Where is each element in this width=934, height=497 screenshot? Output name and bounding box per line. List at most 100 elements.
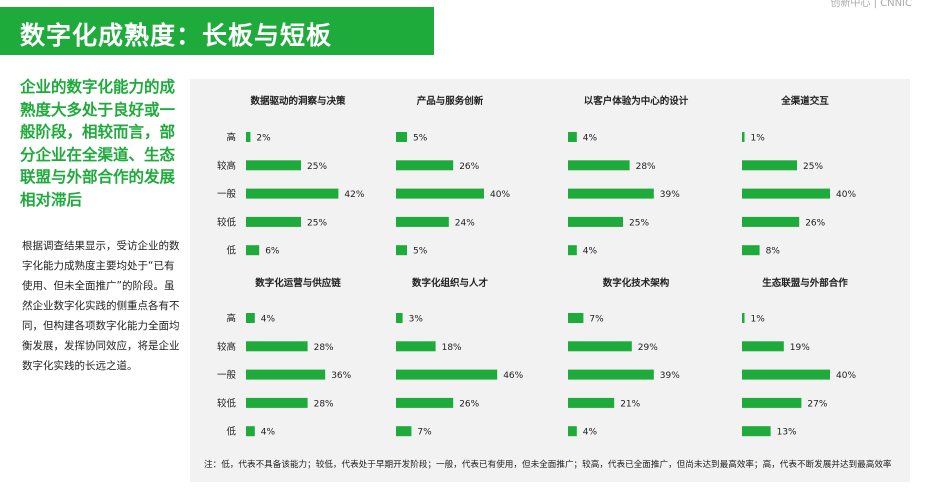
bar — [742, 341, 784, 352]
bar — [742, 426, 771, 437]
value-label: 25% — [629, 218, 649, 228]
value-label: 27% — [807, 399, 827, 409]
bar — [246, 160, 301, 171]
bar — [742, 369, 830, 380]
category-label: 较低 — [217, 216, 237, 228]
category-label: 高 — [226, 132, 236, 144]
value-label: 13% — [777, 428, 797, 438]
bar — [568, 132, 577, 142]
category-label: 较低 — [217, 397, 237, 409]
chart-title: 产品与服务创新 — [417, 95, 484, 107]
bar — [396, 216, 449, 227]
value-label: 26% — [459, 162, 479, 172]
bar — [396, 397, 454, 408]
value-label: 40% — [836, 190, 856, 200]
bar — [396, 245, 407, 256]
bar — [742, 216, 800, 227]
category-label: 一般 — [217, 369, 237, 381]
bar — [568, 369, 654, 380]
bar — [742, 313, 745, 323]
bar — [246, 216, 301, 227]
bar — [568, 397, 615, 408]
value-label: 5% — [413, 247, 428, 257]
bar — [396, 132, 407, 142]
value-label: 39% — [660, 371, 680, 381]
value-label: 6% — [265, 247, 280, 257]
bar — [246, 397, 308, 408]
bar — [396, 188, 484, 199]
bar — [246, 341, 308, 352]
bar — [568, 426, 577, 437]
value-label: 25% — [307, 218, 327, 228]
bar — [568, 188, 654, 199]
bar — [742, 160, 797, 171]
chart-title: 数字化组织与人才 — [411, 277, 489, 289]
value-label: 25% — [307, 162, 327, 172]
value-label: 3% — [409, 315, 424, 325]
value-label: 26% — [805, 218, 825, 228]
category-label: 低 — [226, 426, 236, 438]
value-label: 21% — [620, 399, 640, 409]
chart-panel: 数据驱动的洞察与决策高 2% 较高 25% 一般 42% 较低 25% 低 6% 产品与服务创新 5%… — [190, 79, 910, 482]
value-label: 4% — [261, 428, 276, 438]
bar — [396, 160, 454, 171]
value-label: 7% — [417, 428, 432, 438]
footnote: 注：低，代表不具备该能力；较低，代表处于早期开发阶段；一般，代表已有使用，但未全… — [204, 460, 892, 470]
bar — [742, 397, 802, 408]
value-label: 26% — [459, 399, 479, 409]
chart-title: 数字化技术架构 — [602, 277, 670, 289]
value-label: 40% — [490, 190, 510, 200]
chart-title: 全渠道交互 — [780, 95, 829, 107]
value-label: 28% — [636, 162, 656, 172]
bar — [246, 369, 326, 380]
category-label: 高 — [226, 313, 236, 325]
value-label: 1% — [751, 134, 766, 144]
value-label: 4% — [583, 247, 598, 257]
category-label: 较高 — [217, 341, 236, 353]
chart-title: 以客户体验为中心的设计 — [584, 95, 689, 107]
chart-title: 数字化运营与供应链 — [254, 277, 341, 289]
bar — [246, 245, 260, 256]
bar — [246, 313, 255, 323]
value-label: 2% — [256, 134, 271, 144]
category-label: 一般 — [217, 188, 237, 200]
value-label: 5% — [413, 134, 428, 144]
value-label: 42% — [344, 190, 364, 200]
bar — [246, 426, 255, 437]
bar — [568, 313, 584, 323]
value-label: 1% — [751, 315, 766, 325]
bar — [396, 426, 412, 437]
bar — [742, 245, 760, 256]
bar — [568, 245, 577, 256]
chart-title: 数据驱动的洞察与决策 — [249, 95, 346, 107]
value-label: 7% — [589, 315, 604, 325]
bar — [246, 188, 339, 199]
value-label: 4% — [261, 315, 276, 325]
value-label: 24% — [455, 218, 475, 228]
bar — [742, 132, 745, 142]
bar — [742, 188, 830, 199]
body-paragraph: 根据调查结果显示，受访企业的数字化能力成熟度主要均处于“已有使用、但未全面推广”… — [22, 240, 180, 372]
value-label: 28% — [314, 399, 334, 409]
value-label: 19% — [790, 343, 810, 353]
value-label: 28% — [314, 343, 334, 353]
value-label: 4% — [583, 134, 598, 144]
page-title: 数字化成熟度：长板与短板 — [20, 21, 333, 50]
bar — [568, 216, 623, 227]
value-label: 46% — [503, 371, 523, 381]
corner-source-text: 创新中心 | CNNIC — [830, 0, 912, 9]
value-label: 40% — [836, 371, 856, 381]
bar — [396, 369, 498, 380]
chart-title: 生态联盟与外部合作 — [762, 277, 848, 289]
bar — [396, 313, 403, 323]
value-label: 25% — [803, 162, 823, 172]
value-label: 4% — [583, 428, 598, 438]
value-label: 39% — [660, 190, 680, 200]
bar — [568, 341, 632, 352]
bar — [396, 341, 436, 352]
summary-heading: 企业的数字化能力的成熟度大多处于良好或一般阶段，相较而言，部分企业在全渠道、生态… — [20, 78, 176, 209]
bar — [246, 132, 251, 142]
value-label: 36% — [331, 371, 351, 381]
